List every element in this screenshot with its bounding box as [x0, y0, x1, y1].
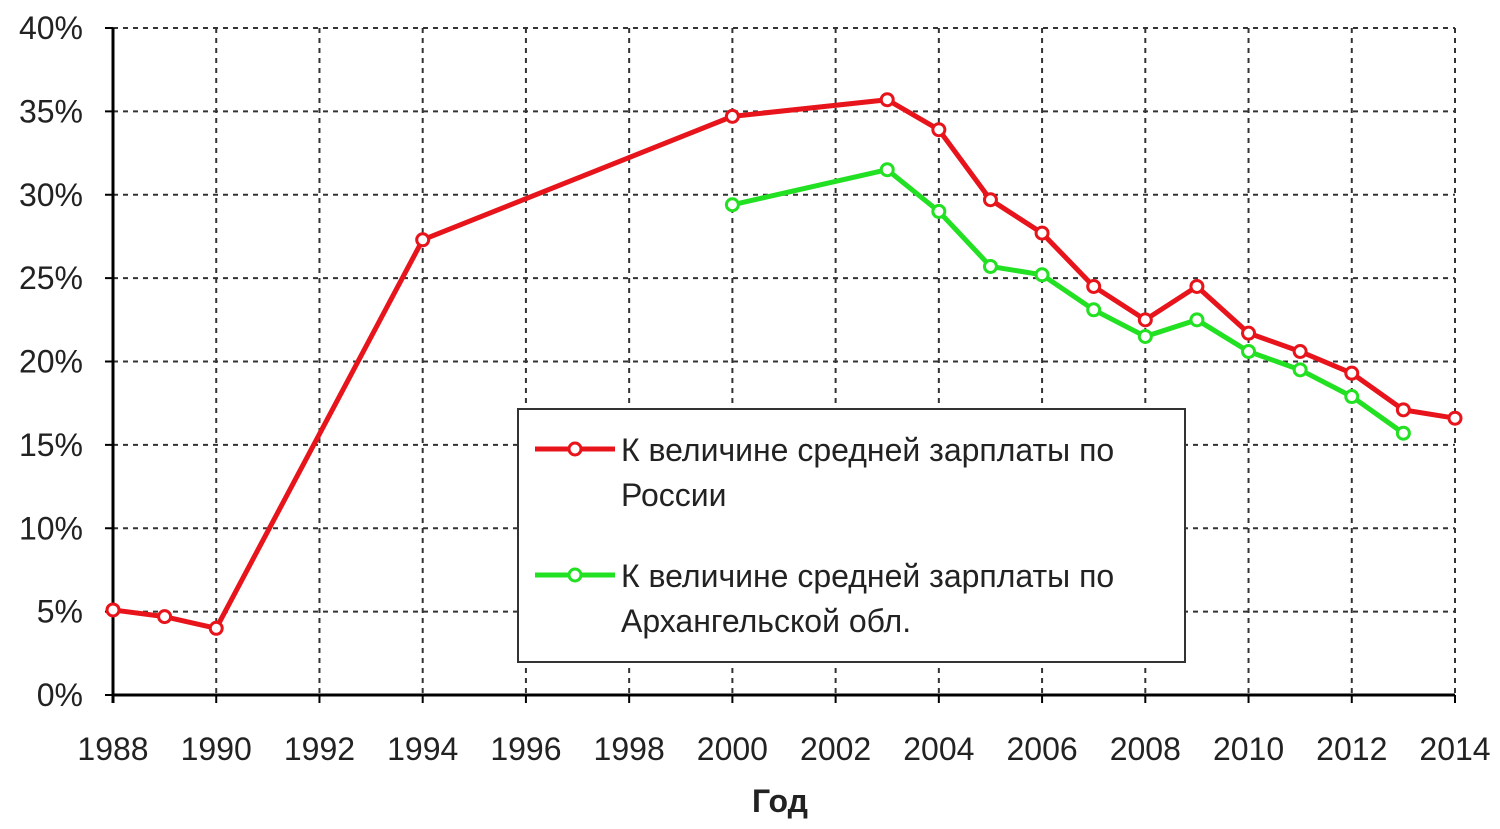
marker: [1189, 278, 1205, 294]
y-tick-label: 20%: [19, 344, 83, 380]
x-tick-label: 1994: [387, 731, 458, 767]
marker: [931, 122, 947, 138]
marker: [1395, 402, 1411, 418]
marker: [1137, 328, 1153, 344]
series-line: [731, 167, 1405, 436]
marker: [931, 203, 947, 219]
marker: [1292, 343, 1308, 359]
marker: [1086, 278, 1102, 294]
marker: [105, 602, 121, 618]
legend-marker: [567, 441, 583, 457]
marker: [415, 232, 431, 248]
y-tick-label: 35%: [19, 93, 83, 129]
x-tick-label: 2006: [1006, 731, 1077, 767]
marker: [982, 258, 998, 274]
marker: [724, 197, 740, 213]
marker: [1137, 312, 1153, 328]
x-tick-label: 1996: [490, 731, 561, 767]
y-tick-label: 40%: [19, 10, 83, 46]
marker: [724, 108, 740, 124]
x-tick-label: 1998: [594, 731, 665, 767]
y-tick-label: 10%: [19, 510, 83, 546]
marker: [879, 92, 895, 108]
legend-label: К величине средней зарплаты по Архангель…: [621, 558, 1115, 639]
x-tick-label: 2014: [1419, 731, 1490, 767]
y-tick-label: 5%: [37, 594, 83, 630]
x-tick-label: 2008: [1110, 731, 1181, 767]
marker: [1344, 389, 1360, 405]
marker: [1034, 225, 1050, 241]
marker: [1034, 267, 1050, 283]
y-tick-label: 15%: [19, 427, 83, 463]
x-tick-label: 1988: [77, 731, 148, 767]
x-tick-label: 2002: [800, 731, 871, 767]
marker: [1344, 365, 1360, 381]
marker: [1241, 343, 1257, 359]
marker: [208, 620, 224, 636]
x-tick-label: 2010: [1213, 731, 1284, 767]
legend-swatch: [535, 567, 615, 583]
x-tick-label: 2000: [697, 731, 768, 767]
marker: [982, 192, 998, 208]
marker: [1189, 312, 1205, 328]
marker: [1395, 425, 1411, 441]
x-tick-label: 2004: [903, 731, 974, 767]
y-tick-label: 30%: [19, 177, 83, 213]
marker: [879, 162, 895, 178]
legend-marker: [567, 567, 583, 583]
legend: К величине средней зарплаты по России К в…: [517, 408, 1186, 663]
y-tick-label: 25%: [19, 260, 83, 296]
legend-label: К величине средней зарплаты по России: [621, 432, 1115, 513]
x-tick-label: 1992: [284, 731, 355, 767]
marker: [1292, 362, 1308, 378]
x-axis-label: Год: [752, 783, 808, 819]
marker: [157, 609, 173, 625]
legend-swatch: [535, 441, 615, 457]
marker: [1447, 410, 1463, 426]
x-tick-label: 2012: [1316, 731, 1387, 767]
y-tick-label: 0%: [37, 677, 83, 713]
marker: [1241, 325, 1257, 341]
marker: [1086, 302, 1102, 318]
x-tick-label: 1990: [181, 731, 252, 767]
